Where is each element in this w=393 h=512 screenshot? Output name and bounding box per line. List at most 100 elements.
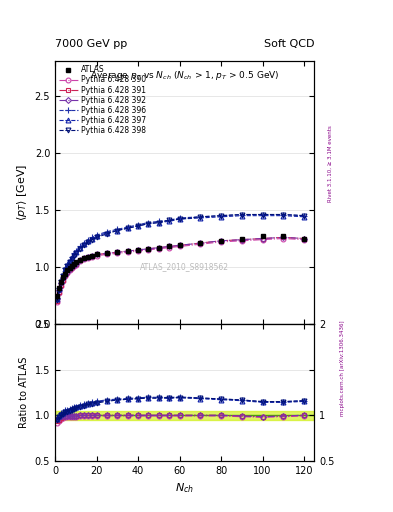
Pythia 6.428 398 (77, 246, 82, 252)
Pythia 6.428 396 (59, 276, 64, 283)
Pythia 6.428 390 (198, 241, 203, 247)
Pythia 6.428 396 (72, 250, 76, 257)
Pythia 6.428 390 (94, 252, 99, 259)
Pythia 6.428 396 (69, 254, 74, 260)
Pythia 6.428 398 (260, 211, 265, 218)
Pythia 6.428 398 (156, 220, 161, 226)
Pythia 6.428 392 (136, 247, 140, 253)
Pythia 6.428 397 (219, 214, 223, 220)
Pythia 6.428 392 (239, 237, 244, 243)
Pythia 6.428 392 (57, 287, 62, 293)
Pythia 6.428 390 (136, 248, 140, 254)
Text: Soft QCD: Soft QCD (264, 38, 314, 49)
Pythia 6.428 390 (146, 247, 151, 253)
Pythia 6.428 391 (77, 257, 82, 263)
Pythia 6.428 396 (219, 212, 223, 219)
Pythia 6.428 396 (77, 243, 82, 249)
Bar (55, 411, 314, 420)
Pythia 6.428 398 (82, 242, 86, 248)
Pythia 6.428 391 (167, 243, 171, 249)
Pythia 6.428 392 (156, 245, 161, 251)
Pythia 6.428 392 (86, 254, 90, 260)
Pythia 6.428 396 (61, 271, 66, 277)
Pythia 6.428 396 (90, 234, 95, 241)
Pythia 6.428 397 (61, 272, 66, 278)
Pythia 6.428 392 (167, 243, 171, 249)
Pythia 6.428 390 (177, 243, 182, 249)
Pythia 6.428 391 (55, 298, 59, 305)
Pythia 6.428 396 (260, 211, 265, 218)
Pythia 6.428 392 (198, 240, 203, 246)
Pythia 6.428 391 (198, 240, 203, 246)
Line: Pythia 6.428 398: Pythia 6.428 398 (55, 212, 307, 303)
Pythia 6.428 392 (90, 252, 95, 259)
Pythia 6.428 391 (59, 282, 64, 288)
Pythia 6.428 396 (105, 228, 109, 234)
Pythia 6.428 398 (90, 237, 95, 243)
Pythia 6.428 392 (177, 242, 182, 248)
Pythia 6.428 398 (281, 211, 286, 218)
Pythia 6.428 397 (115, 227, 119, 233)
Pythia 6.428 397 (72, 251, 76, 258)
Pythia 6.428 391 (82, 255, 86, 261)
Pythia 6.428 392 (94, 251, 99, 258)
Pythia 6.428 390 (302, 237, 307, 243)
Pythia 6.428 398 (105, 231, 109, 237)
Pythia 6.428 392 (219, 238, 223, 244)
Pythia 6.428 397 (65, 262, 70, 268)
Pythia 6.428 397 (198, 215, 203, 221)
Pythia 6.428 397 (63, 266, 68, 272)
Pythia 6.428 396 (73, 248, 78, 254)
Pythia 6.428 390 (82, 256, 86, 262)
Pythia 6.428 391 (302, 236, 307, 242)
Pythia 6.428 396 (281, 211, 286, 218)
Pythia 6.428 397 (57, 286, 62, 292)
Pythia 6.428 397 (167, 218, 171, 224)
Pythia 6.428 398 (219, 212, 223, 219)
Pythia 6.428 398 (125, 225, 130, 231)
Pythia 6.428 397 (55, 296, 59, 302)
Y-axis label: Ratio to ATLAS: Ratio to ATLAS (19, 357, 29, 428)
Pythia 6.428 396 (65, 261, 70, 267)
Pythia 6.428 392 (69, 264, 74, 270)
Pythia 6.428 396 (67, 257, 72, 263)
Pythia 6.428 390 (167, 245, 171, 251)
Pythia 6.428 396 (94, 232, 99, 238)
Pythia 6.428 398 (65, 263, 70, 269)
Pythia 6.428 397 (69, 255, 74, 261)
Pythia 6.428 391 (219, 238, 223, 244)
Pythia 6.428 391 (125, 248, 130, 254)
Pythia 6.428 391 (86, 254, 90, 260)
Pythia 6.428 398 (61, 273, 66, 279)
Text: Average $p_T$ vs $N_{ch}$ ($N_{ch}$ > 1, $p_T$ > 0.5 GeV): Average $p_T$ vs $N_{ch}$ ($N_{ch}$ > 1,… (90, 69, 279, 82)
Pythia 6.428 398 (177, 216, 182, 222)
Pythia 6.428 398 (57, 287, 62, 293)
Pythia 6.428 392 (146, 246, 151, 252)
Pythia 6.428 391 (63, 272, 68, 278)
Pythia 6.428 390 (260, 237, 265, 243)
Pythia 6.428 398 (73, 250, 78, 257)
Text: 7000 GeV pp: 7000 GeV pp (55, 38, 127, 49)
Pythia 6.428 391 (115, 249, 119, 255)
Pythia 6.428 391 (146, 246, 151, 252)
Text: ATLAS_2010_S8918562: ATLAS_2010_S8918562 (140, 262, 229, 271)
Y-axis label: $\langle p_T \rangle$ [GeV]: $\langle p_T \rangle$ [GeV] (15, 164, 29, 221)
Line: Pythia 6.428 397: Pythia 6.428 397 (55, 213, 307, 302)
Pythia 6.428 392 (73, 261, 78, 267)
Pythia 6.428 396 (125, 224, 130, 230)
Pythia 6.428 391 (281, 234, 286, 241)
Pythia 6.428 392 (67, 266, 72, 272)
Pythia 6.428 397 (67, 258, 72, 264)
Pythia 6.428 390 (59, 284, 64, 290)
Pythia 6.428 396 (198, 214, 203, 220)
Pythia 6.428 398 (198, 214, 203, 220)
Line: Pythia 6.428 396: Pythia 6.428 396 (53, 211, 307, 302)
Pythia 6.428 391 (136, 247, 140, 253)
Pythia 6.428 391 (65, 269, 70, 275)
Pythia 6.428 398 (67, 260, 72, 266)
Pythia 6.428 397 (90, 236, 95, 242)
Pythia 6.428 396 (115, 226, 119, 232)
Pythia 6.428 392 (77, 257, 82, 263)
Pythia 6.428 390 (125, 249, 130, 255)
Pythia 6.428 397 (177, 216, 182, 222)
